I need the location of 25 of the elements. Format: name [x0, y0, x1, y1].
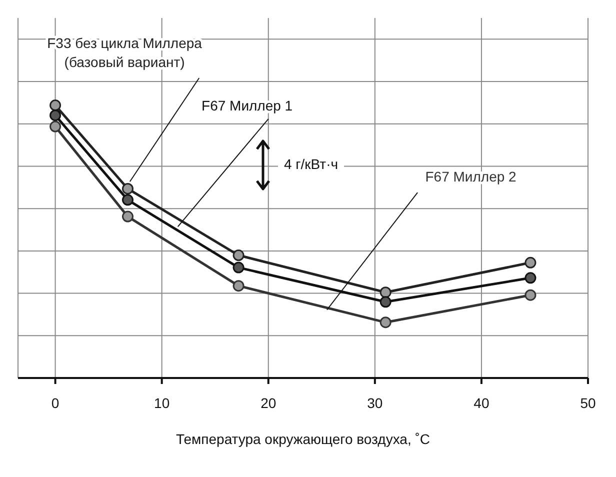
point — [232, 250, 244, 262]
text: F67 Миллер 1 — [202, 98, 293, 114]
text: F33 без цикла Миллера (базовый вариант) — [47, 35, 202, 70]
point — [50, 120, 62, 132]
x-tick-label: 10 — [154, 394, 170, 411]
x-tick-label: 50 — [580, 394, 596, 411]
x-tick-label: 30 — [367, 394, 383, 411]
x-axis-title: Температура окружающего воздуха, ˚C — [176, 431, 430, 447]
x-tick-label: 0 — [51, 394, 60, 411]
point — [50, 110, 62, 122]
point — [380, 316, 392, 328]
point — [524, 272, 536, 284]
annotation: 4 г/кВт·ч — [278, 156, 344, 172]
point — [380, 296, 392, 308]
point — [122, 210, 134, 222]
x-tick-label: 40 — [474, 394, 490, 411]
point — [524, 289, 536, 301]
point — [232, 262, 244, 274]
point — [232, 280, 244, 292]
point — [524, 256, 536, 268]
point — [50, 100, 62, 112]
point — [122, 194, 134, 206]
x-tick-label: 20 — [260, 394, 276, 411]
point — [122, 182, 134, 194]
point — [380, 286, 392, 298]
